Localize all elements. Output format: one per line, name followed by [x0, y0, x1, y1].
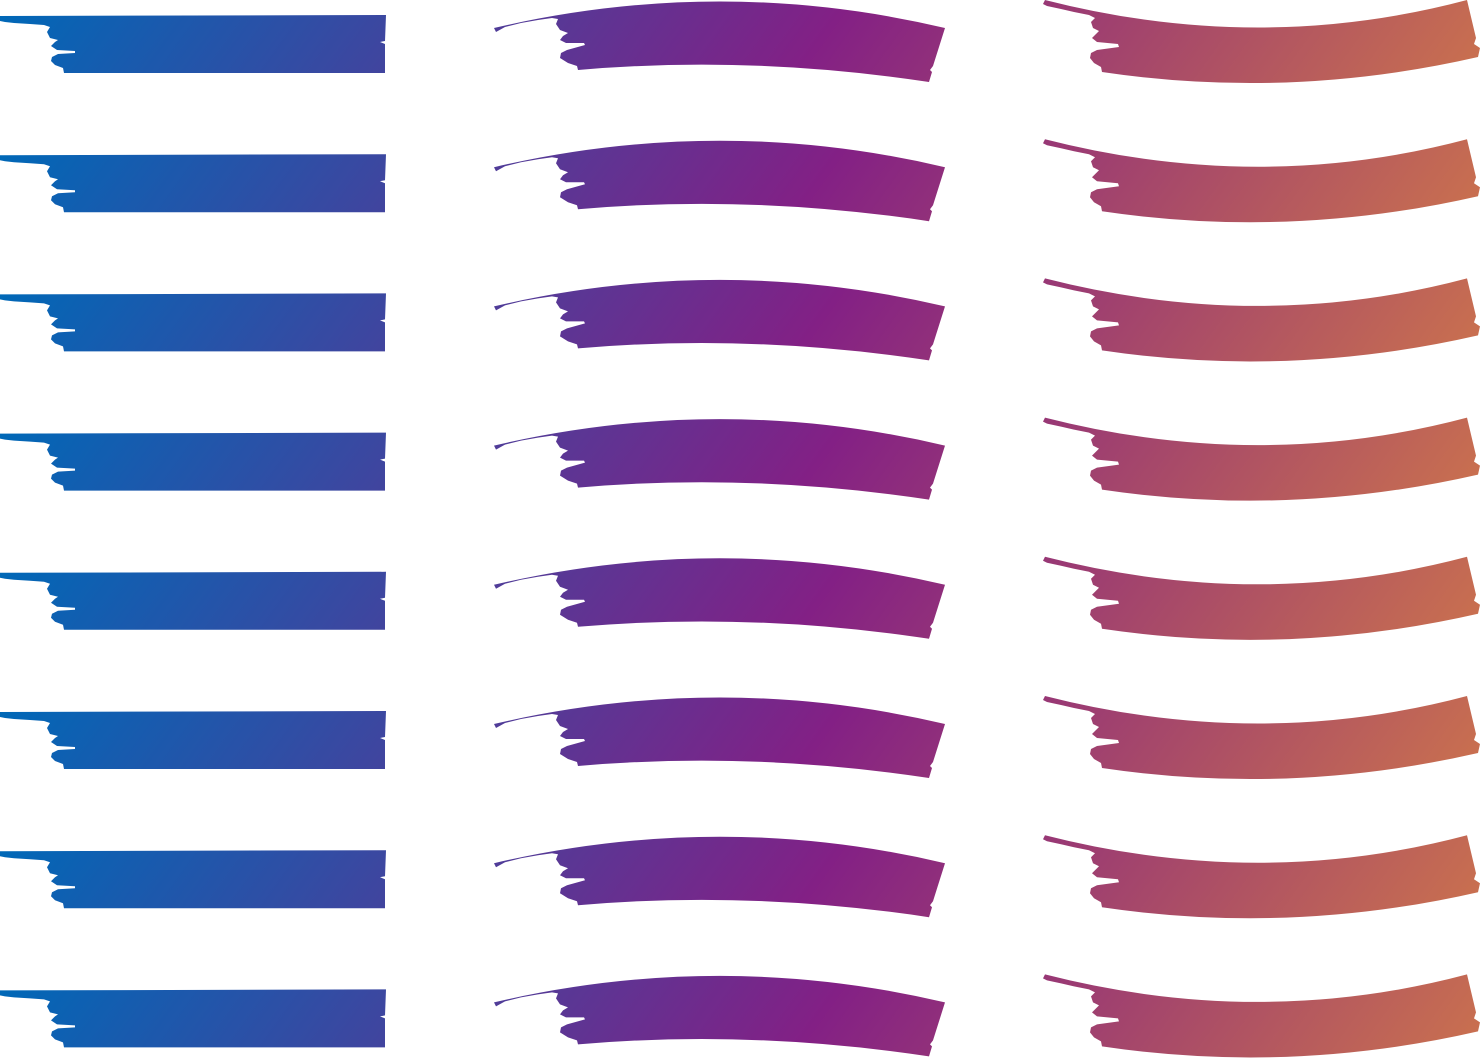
- brush-banner-flat-2: [0, 154, 386, 213]
- banner-column-flat: [0, 15, 386, 1048]
- brush-banner-arched-down-4: [1043, 417, 1480, 501]
- banner-column-arched-up: [494, 1, 945, 1057]
- brush-banner-arched-down-3: [1043, 278, 1480, 362]
- brush-banner-arched-up-8: [494, 975, 945, 1057]
- brush-banner-flat-5: [0, 571, 386, 630]
- brush-banner-flat-8: [0, 989, 386, 1048]
- brush-banner-arched-up-1: [494, 1, 945, 82]
- brush-banner-flat-6: [0, 711, 386, 769]
- brush-banner-arched-down-8: [1043, 974, 1480, 1058]
- brush-banner-arched-up-5: [494, 558, 945, 639]
- brush-banner-arched-down-2: [1043, 139, 1480, 223]
- brush-banner-flat-4: [0, 432, 386, 491]
- brush-banner-arched-up-6: [494, 697, 945, 778]
- brush-banner-arched-up-7: [494, 836, 945, 918]
- brush-banner-arched-down-5: [1043, 556, 1480, 640]
- brush-banner-flat-3: [0, 293, 386, 352]
- brush-banner-arched-up-2: [494, 140, 945, 222]
- brush-banner-arched-up-4: [494, 419, 945, 500]
- brush-banner-arched-down-1: [1043, 0, 1480, 84]
- brush-banner-arched-down-6: [1043, 696, 1480, 780]
- brush-banner-flat-1: [0, 15, 386, 73]
- brush-banner-arched-up-3: [494, 279, 945, 361]
- brush-banner-flat-7: [0, 850, 386, 909]
- brush-banner-arched-down-7: [1043, 835, 1480, 919]
- banner-column-arched-down: [1043, 0, 1480, 1058]
